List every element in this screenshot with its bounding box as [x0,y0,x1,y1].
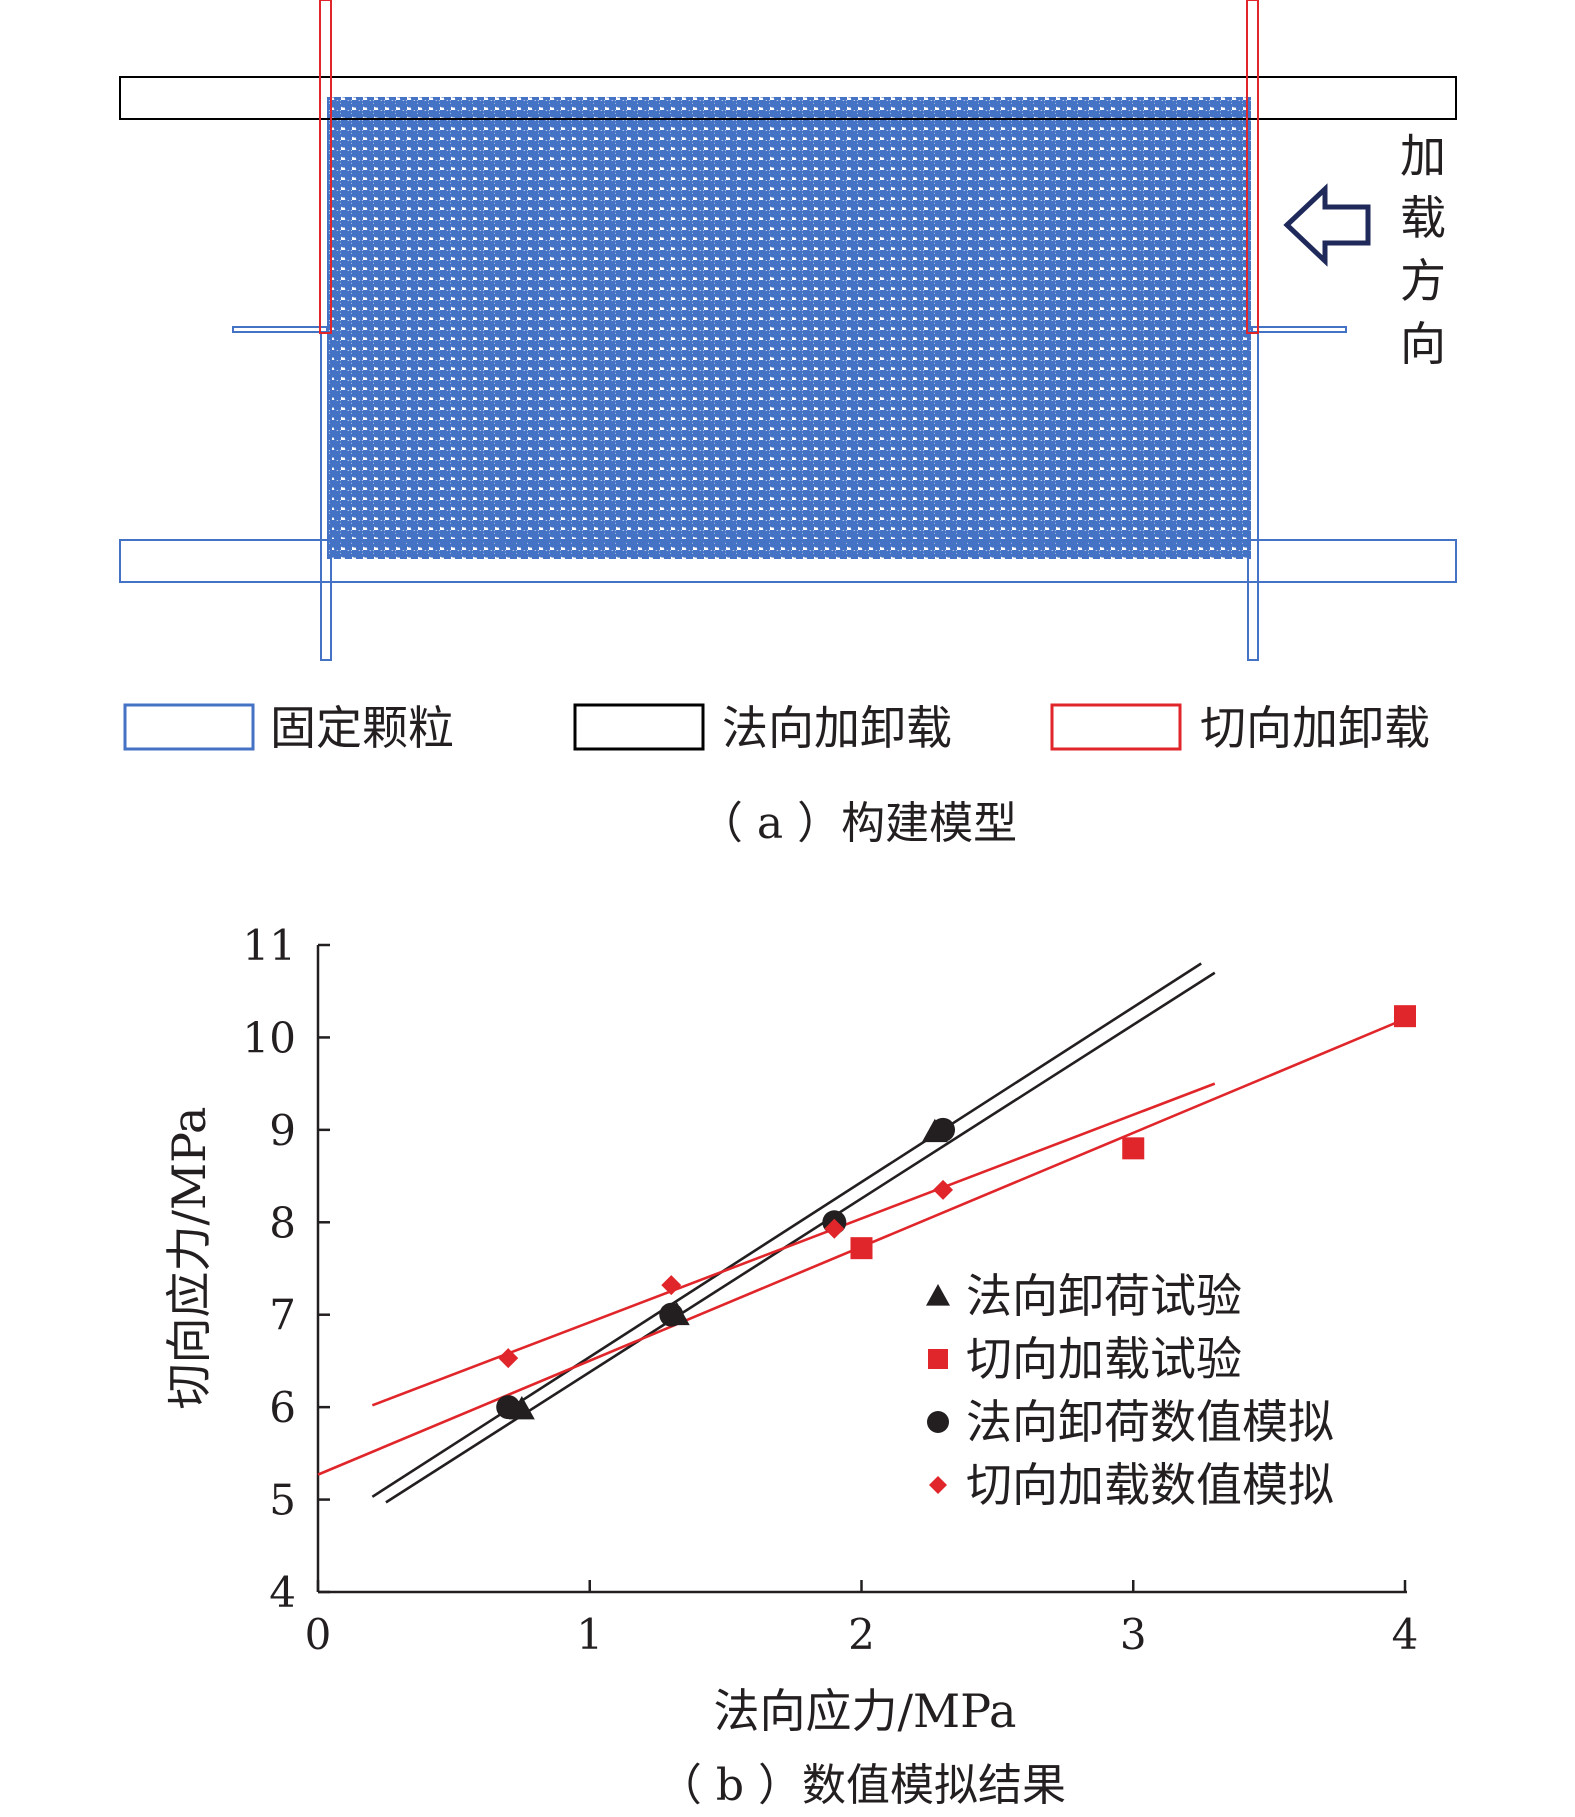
arrow-label-char: 向 [1400,317,1446,371]
x-tick-label: 3 [1120,1610,1147,1659]
particle-assembly [327,97,1251,559]
legend-marker-circle [927,1411,949,1433]
data-points [496,1005,1416,1420]
model-legend: 固定颗粒 法向加卸载 切向加卸载 [123,701,1430,755]
shear-right-wall [1246,0,1259,334]
legend-marker-square [928,1349,948,1369]
y-tick-label: 5 [269,1476,296,1525]
legend-label: 切向加载数值模拟 [966,1458,1334,1512]
legend-label: 法向卸荷数值模拟 [966,1395,1334,1449]
legend-label: 法向卸荷试验 [966,1269,1242,1323]
diamond-point [824,1218,845,1239]
legend-swatch-normal [573,703,705,751]
model-panel: 加 载 方 向 固定颗粒 法向加卸载 切向加卸载 （ a ）构建模型 [119,0,1457,849]
x-tick-label: 0 [305,1610,332,1659]
caption-a: （ a ）构建模型 [699,798,1017,849]
legend-swatch-shear [1050,703,1182,751]
chart-axes: 0 1 2 3 4 4 5 6 7 8 9 10 11 [243,921,1419,1659]
circle-point [496,1395,521,1420]
y-tick-label: 4 [269,1568,296,1617]
fixed-right-ledge [1251,326,1347,333]
square-point [1394,1005,1416,1028]
scatter-chart: 0 1 2 3 4 4 5 6 7 8 9 10 11 法向卸荷试验切向加载试验法向卸荷数值模拟切向加载… [162,921,1418,1811]
diamond-point [661,1275,682,1296]
shear-left-wall [319,0,332,334]
y-axis-title: 切向应力/MPa [162,1107,216,1410]
legend-marker-diamond [929,1476,947,1494]
caption-b: （ b ）数值模拟结果 [658,1760,1066,1811]
legend-label-normal: 法向加卸载 [722,701,952,755]
square-point [1122,1137,1145,1160]
legend-marker-triangle [926,1284,950,1306]
circle-point [659,1302,684,1327]
legend-label-shear: 切向加卸载 [1200,701,1430,755]
arrow-label-char: 载 [1400,191,1446,245]
x-axis-title: 法向应力/MPa [714,1684,1017,1738]
y-tick-label: 7 [269,1291,296,1340]
y-tick-label: 8 [269,1198,296,1247]
circle-point [931,1117,956,1142]
square-point [850,1237,873,1260]
y-tick-label: 10 [243,1013,296,1062]
fixed-bottom-plate [119,539,1457,583]
trendline [371,1082,1216,1407]
arrow-label-char: 加 [1400,129,1446,183]
x-tick-label: 4 [1392,1610,1419,1659]
diamond-point [933,1179,954,1200]
legend-label-fixed: 固定颗粒 [270,701,454,755]
left-arrow-icon [1283,183,1371,267]
diamond-point [498,1348,519,1369]
fixed-left-ledge [232,326,328,333]
legend-label: 切向加载试验 [966,1332,1242,1386]
y-tick-label: 9 [269,1106,296,1155]
x-tick-label: 1 [576,1610,603,1659]
legend-swatch-fixed [123,703,255,751]
x-tick-label: 2 [848,1610,875,1659]
arrow-label-char: 方 [1400,254,1446,308]
normal-loading-plate [119,76,1457,120]
y-tick-label: 6 [269,1383,296,1432]
y-tick-label: 11 [243,921,296,970]
